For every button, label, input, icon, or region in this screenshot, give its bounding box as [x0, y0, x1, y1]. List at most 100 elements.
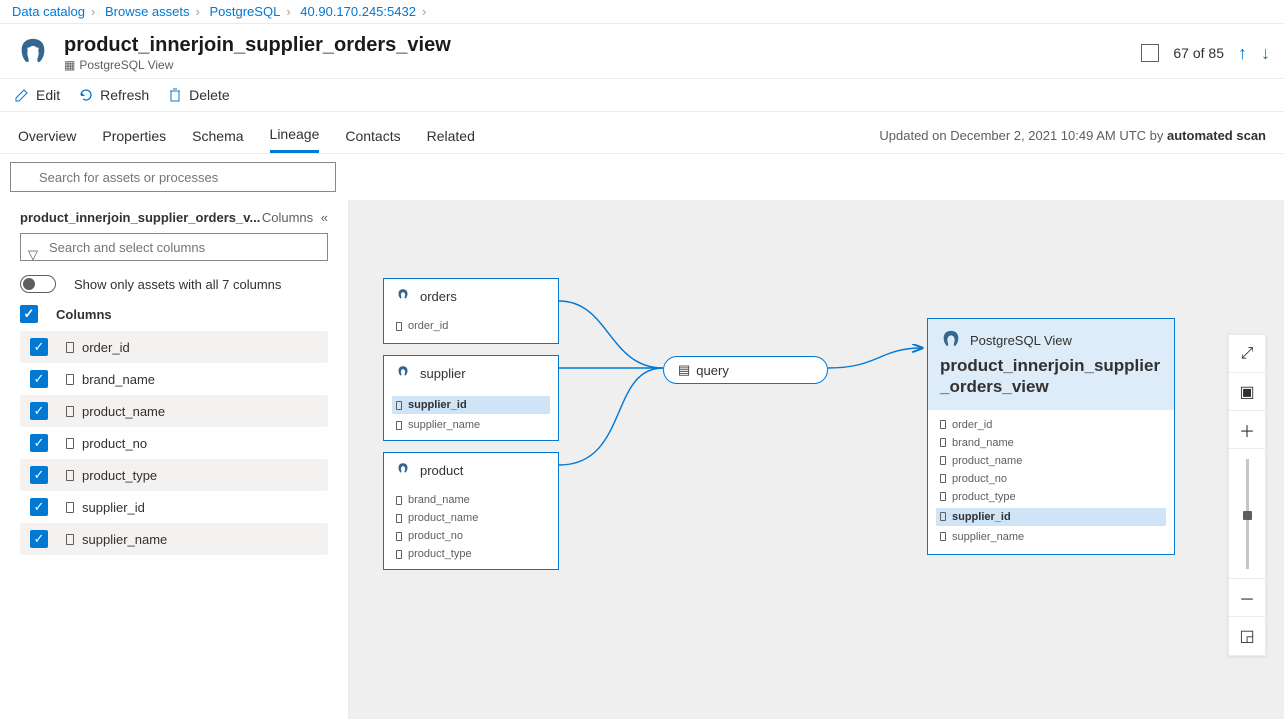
- column-icon: [66, 534, 74, 545]
- column-icon: [66, 374, 74, 385]
- next-arrow-icon[interactable]: ↓: [1261, 43, 1270, 64]
- column-checkbox[interactable]: ✓: [30, 530, 48, 548]
- column-checkbox[interactable]: ✓: [30, 466, 48, 484]
- tab-overview[interactable]: Overview: [18, 120, 76, 152]
- column-row[interactable]: ✓ supplier_name: [20, 523, 328, 555]
- zoom-out-button[interactable]: －: [1229, 579, 1265, 617]
- tabs: Overview Properties Schema Lineage Conta…: [0, 112, 1284, 154]
- breadcrumb-link[interactable]: Browse assets: [105, 4, 190, 19]
- column-name: supplier_name: [82, 532, 167, 547]
- column-icon: [940, 456, 946, 465]
- node-column: product_no: [384, 527, 558, 545]
- column-checkbox[interactable]: ✓: [30, 498, 48, 516]
- column-highlight: supplier_id: [392, 396, 550, 414]
- column-icon: [66, 502, 74, 513]
- column-name: product_name: [82, 404, 165, 419]
- lineage-node-orders[interactable]: orders order_id: [383, 278, 559, 344]
- previous-arrow-icon[interactable]: ↑: [1238, 43, 1247, 64]
- breadcrumb-link[interactable]: PostgreSQL: [209, 4, 280, 19]
- column-checkbox[interactable]: ✓: [30, 370, 48, 388]
- asset-header: product_innerjoin_supplier_orders_view ▦…: [0, 24, 1284, 79]
- column-icon: [396, 421, 402, 430]
- breadcrumb-link[interactable]: 40.90.170.245:5432: [300, 4, 416, 19]
- node-column: supplier_name: [928, 528, 1174, 546]
- lineage-node-query[interactable]: ▤ query: [663, 356, 828, 384]
- view-node-title: product_innerjoin_supplier_orders_view: [940, 355, 1162, 398]
- tab-lineage[interactable]: Lineage: [270, 118, 320, 153]
- postgresql-elephant-icon: [394, 461, 412, 479]
- column-icon: [396, 496, 402, 505]
- node-column: product_type: [384, 545, 558, 563]
- delete-button[interactable]: Delete: [167, 87, 229, 103]
- column-row[interactable]: ✓ brand_name: [20, 363, 328, 395]
- search-input[interactable]: [10, 162, 336, 192]
- postgresql-elephant-icon: [394, 287, 412, 305]
- column-highlight: supplier_id: [936, 508, 1166, 526]
- fit-button[interactable]: ▣: [1229, 373, 1265, 411]
- edit-button[interactable]: Edit: [14, 87, 60, 103]
- filter-icon: ▽: [28, 247, 38, 263]
- lineage-node-supplier[interactable]: supplier supplier_id supplier_name: [383, 355, 559, 441]
- column-row[interactable]: ✓ product_type: [20, 459, 328, 491]
- column-row[interactable]: ✓ product_name: [20, 395, 328, 427]
- node-column: brand_name: [928, 434, 1174, 452]
- column-checkbox[interactable]: ✓: [30, 338, 48, 356]
- column-name: order_id: [82, 340, 130, 355]
- column-name: brand_name: [82, 372, 155, 387]
- tab-related[interactable]: Related: [427, 120, 475, 152]
- column-name: supplier_id: [82, 500, 145, 515]
- tab-contacts[interactable]: Contacts: [345, 120, 400, 152]
- zoom-slider[interactable]: [1229, 449, 1265, 579]
- minimap-button[interactable]: ◲: [1229, 617, 1265, 655]
- column-checkbox[interactable]: ✓: [30, 434, 48, 452]
- lineage-node-product[interactable]: product brand_nameproduct_nameproduct_no…: [383, 452, 559, 570]
- column-list: ✓order_id✓brand_name✓product_name✓produc…: [10, 331, 338, 555]
- action-bar: Edit Refresh Delete: [0, 79, 1284, 112]
- search-bar: 🔍︎: [0, 154, 1284, 200]
- trash-icon: [167, 87, 183, 103]
- show-only-toggle[interactable]: [20, 275, 56, 293]
- column-icon: [66, 406, 74, 417]
- column-icon: [940, 492, 946, 501]
- chevron-left-icon: «: [317, 210, 328, 225]
- show-only-label: Show only assets with all 7 columns: [74, 277, 281, 292]
- tab-properties[interactable]: Properties: [102, 120, 166, 152]
- panel-title: product_innerjoin_supplier_orders_v...: [20, 210, 260, 225]
- fullscreen-button[interactable]: ⤢: [1229, 335, 1265, 373]
- column-icon: [66, 342, 74, 353]
- refresh-button[interactable]: Refresh: [78, 87, 149, 103]
- node-column: product_no: [928, 470, 1174, 488]
- column-icon: [396, 322, 402, 331]
- select-checkbox[interactable]: [1141, 44, 1159, 62]
- columns-section-label: Columns: [56, 307, 112, 322]
- lineage-node-view[interactable]: PostgreSQL View product_innerjoin_suppli…: [927, 318, 1175, 555]
- breadcrumb-link[interactable]: Data catalog: [12, 4, 85, 19]
- postgresql-elephant-icon: [394, 364, 412, 382]
- column-row[interactable]: ✓ supplier_id: [20, 491, 328, 523]
- column-row[interactable]: ✓ order_id: [20, 331, 328, 363]
- breadcrumb: Data catalog› Browse assets› PostgreSQL›…: [0, 0, 1284, 24]
- column-checkbox[interactable]: ✓: [30, 402, 48, 420]
- column-name: product_type: [82, 468, 157, 483]
- column-icon: [940, 532, 946, 541]
- postgresql-elephant-icon: [14, 34, 52, 72]
- node-column: product_type: [928, 488, 1174, 506]
- column-icon: [66, 470, 74, 481]
- lineage-canvas[interactable]: orders order_id supplier supplier_id sup…: [348, 200, 1284, 719]
- node-column: product_name: [928, 452, 1174, 470]
- node-column: order_id: [928, 416, 1174, 434]
- node-column: product_name: [384, 509, 558, 527]
- content: product_innerjoin_supplier_orders_v... C…: [0, 200, 1284, 719]
- column-row[interactable]: ✓product_no: [20, 427, 328, 459]
- column-icon: [940, 438, 946, 447]
- view-icon: ▦: [64, 58, 75, 72]
- column-filter-input[interactable]: [20, 233, 328, 261]
- columns-toggle[interactable]: Columns «: [262, 210, 328, 225]
- zoom-controls: ⤢ ▣ ＋ － ◲: [1228, 334, 1266, 656]
- tab-schema[interactable]: Schema: [192, 120, 243, 152]
- column-icon: [66, 438, 74, 449]
- node-column: supplier_name: [384, 416, 558, 434]
- select-all-checkbox[interactable]: ✓: [20, 305, 38, 323]
- zoom-in-button[interactable]: ＋: [1229, 411, 1265, 449]
- column-icon: [396, 514, 402, 523]
